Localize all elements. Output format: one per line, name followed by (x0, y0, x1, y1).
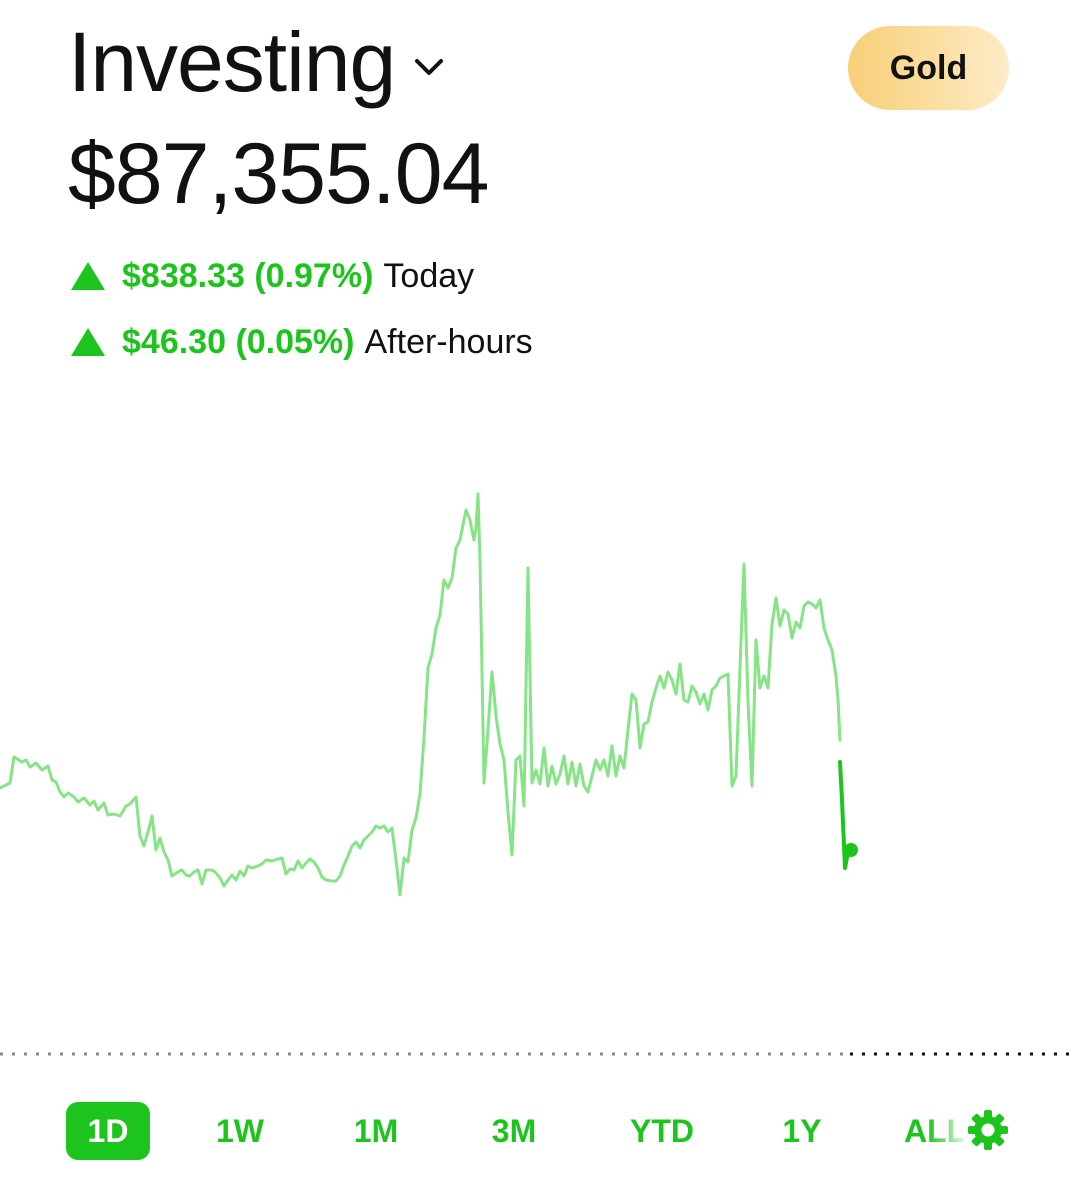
range-3m[interactable]: 3M (491, 1113, 537, 1149)
after-hours-change-row: $46.30 (0.05%) After-hours (70, 322, 533, 362)
range-ytd[interactable]: YTD (630, 1113, 694, 1149)
chart-current-dot (844, 843, 858, 857)
range-all[interactable]: ALL (904, 1113, 967, 1149)
triangle-up-icon (71, 328, 105, 356)
portfolio-balance: $87,355.04 (68, 126, 489, 222)
portfolio-chart[interactable] (0, 470, 1075, 910)
after-hours-change-label: After-hours (364, 323, 533, 361)
today-change-label: Today (383, 257, 475, 295)
chevron-down-icon[interactable] (409, 47, 449, 87)
chart-baseline (0, 1052, 1075, 1056)
range-1m[interactable]: 1M (353, 1113, 399, 1149)
page-title[interactable]: Investing (68, 15, 396, 109)
range-1d[interactable]: 1D (66, 1102, 150, 1160)
chart-line-light (0, 492, 842, 897)
gold-button[interactable]: Gold (848, 26, 1009, 110)
range-1y[interactable]: 1Y (782, 1113, 822, 1149)
range-1w[interactable]: 1W (216, 1113, 264, 1149)
header: Investing (68, 16, 449, 108)
after-hours-change-value: $46.30 (0.05%) (122, 323, 355, 361)
today-change-value: $838.33 (0.97%) (122, 257, 374, 295)
today-change-row: $838.33 (0.97%) Today (70, 256, 474, 296)
triangle-up-icon (71, 262, 105, 290)
gear-icon[interactable] (966, 1108, 1010, 1152)
time-range-selector: 1D 1W 1M 3M YTD 1Y ALL (0, 1100, 1075, 1160)
